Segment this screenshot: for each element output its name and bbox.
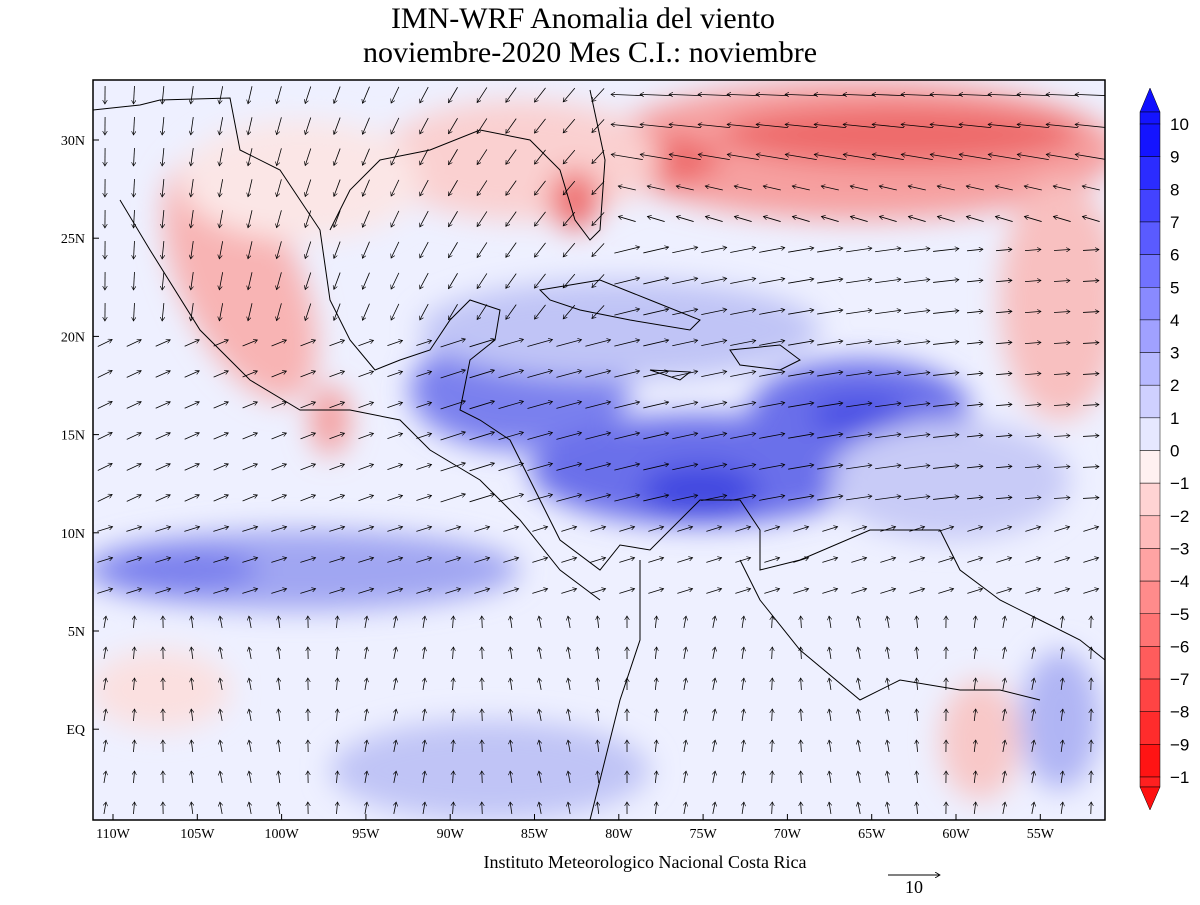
lat-label: 15N [61,429,85,444]
lat-label: 25N [61,232,85,247]
lon-label: 65W [858,827,886,842]
lon-label: 100W [264,827,299,842]
wind-vector [482,678,483,690]
colorbar-band [1140,581,1160,614]
colorbar-bottom [1140,787,1160,810]
colorbar-label: 4 [1170,311,1179,330]
lat-label: EQ [66,723,85,738]
lon-label: 85W [521,827,549,842]
colorbar-label: 5 [1170,278,1179,297]
colorbar-band [1140,112,1160,124]
lon-label: 60W [942,827,970,842]
colorbar-band [1140,548,1160,581]
colorbar-band [1140,712,1160,745]
colorbar-band [1140,679,1160,712]
lon-label: 70W [774,827,802,842]
colorbar-label: −8 [1170,703,1189,722]
wind-vector [482,802,483,814]
colorbar-band [1140,385,1160,418]
colorbar-label: 2 [1170,376,1179,395]
colorbar-label: −1 [1170,768,1189,787]
colorbar-band [1140,777,1160,787]
colorbar-band [1140,744,1160,777]
colorbar-label: 3 [1170,344,1179,363]
reference-label: 10 [905,877,923,897]
colorbar-band [1140,614,1160,647]
lon-label: 55W [1027,827,1055,842]
colorbar-label: −5 [1170,605,1189,624]
colorbar-band [1140,646,1160,679]
lon-label: 75W [689,827,717,842]
anomaly-field [80,80,1120,820]
colorbar-band [1140,483,1160,516]
colorbar-band [1140,157,1160,190]
lat-label: 20N [61,330,85,345]
lat-label: 5N [68,625,85,640]
title-line-1: IMN-WRF Anomalia del viento [391,2,775,35]
lat-label: 10N [61,527,85,542]
wind-vector [482,709,483,721]
colorbar-label: 8 [1170,180,1179,199]
colorbar-band [1140,189,1160,222]
colorbar-label: 9 [1170,148,1179,167]
lat-label: 30N [61,134,85,149]
colorbar-label: −2 [1170,507,1189,526]
colorbar-band [1140,516,1160,549]
colorbar-label: −9 [1170,735,1189,754]
colorbar-band [1140,287,1160,320]
wind-vector [482,647,483,659]
colorbar-top [1140,88,1160,112]
wind-vector [482,740,483,752]
colorbar-label: −1 [1170,474,1189,493]
colorbar-label: 0 [1170,442,1179,461]
colorbar-band [1140,451,1160,484]
colorbar-label: −3 [1170,539,1189,558]
colorbar-label: −7 [1170,670,1189,689]
colorbar-band [1140,353,1160,386]
lon-label: 80W [605,827,633,842]
wind-vector [482,616,483,628]
credit: Instituto Meteorologico Nacional Costa R… [484,852,807,872]
colorbar-band [1140,222,1160,255]
colorbar-band [1140,418,1160,451]
colorbar-label: 7 [1170,213,1179,232]
colorbar-band [1140,124,1160,157]
colorbar-label: −6 [1170,637,1189,656]
lon-label: 90W [437,827,465,842]
lon-label: 95W [352,827,380,842]
colorbar-label: 1 [1170,409,1179,428]
colorbar-label: 10 [1170,115,1189,134]
colorbar-label: −4 [1170,572,1189,591]
wind-vector [482,771,483,783]
lon-label: 110W [96,827,130,842]
lon-label: 105W [180,827,215,842]
colorbar-band [1140,255,1160,288]
title-line-2: noviembre-2020 Mes C.I.: noviembre [363,36,817,69]
colorbar-band [1140,320,1160,353]
colorbar-label: 6 [1170,246,1179,265]
